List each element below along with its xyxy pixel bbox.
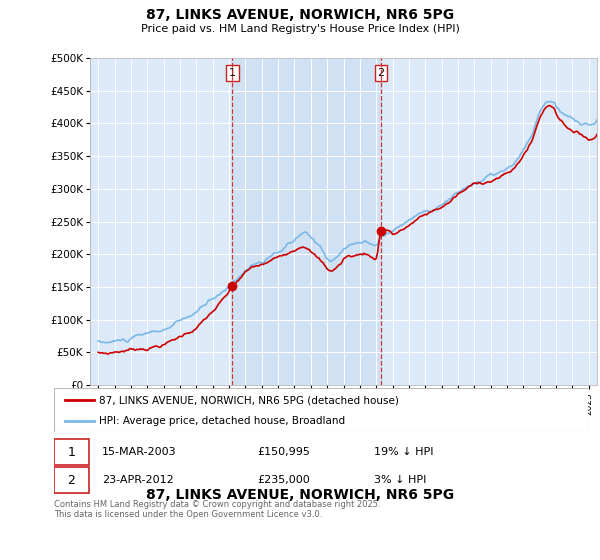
Text: HPI: Average price, detached house, Broadland: HPI: Average price, detached house, Broa…: [100, 416, 346, 426]
Text: Price paid vs. HM Land Registry's House Price Index (HPI): Price paid vs. HM Land Registry's House …: [140, 24, 460, 34]
Text: 87, LINKS AVENUE, NORWICH, NR6 5PG: 87, LINKS AVENUE, NORWICH, NR6 5PG: [146, 8, 454, 22]
Text: £235,000: £235,000: [257, 475, 310, 485]
Text: 23-APR-2012: 23-APR-2012: [102, 475, 174, 485]
Text: 19% ↓ HPI: 19% ↓ HPI: [374, 447, 434, 457]
Text: Contains HM Land Registry data © Crown copyright and database right 2025.
This d: Contains HM Land Registry data © Crown c…: [54, 500, 380, 520]
Text: 87, LINKS AVENUE, NORWICH, NR6 5PG: 87, LINKS AVENUE, NORWICH, NR6 5PG: [146, 488, 454, 502]
FancyBboxPatch shape: [54, 468, 89, 493]
Text: £150,995: £150,995: [257, 447, 310, 457]
Text: 2: 2: [377, 68, 385, 78]
Text: 2: 2: [67, 474, 75, 487]
Text: 15-MAR-2003: 15-MAR-2003: [102, 447, 176, 457]
FancyBboxPatch shape: [54, 440, 89, 465]
Text: 1: 1: [67, 446, 75, 459]
Text: 1: 1: [229, 68, 236, 78]
FancyBboxPatch shape: [54, 388, 588, 432]
Bar: [232, 58, 381, 385]
Text: 3% ↓ HPI: 3% ↓ HPI: [374, 475, 427, 485]
Text: 87, LINKS AVENUE, NORWICH, NR6 5PG (detached house): 87, LINKS AVENUE, NORWICH, NR6 5PG (deta…: [100, 395, 399, 405]
